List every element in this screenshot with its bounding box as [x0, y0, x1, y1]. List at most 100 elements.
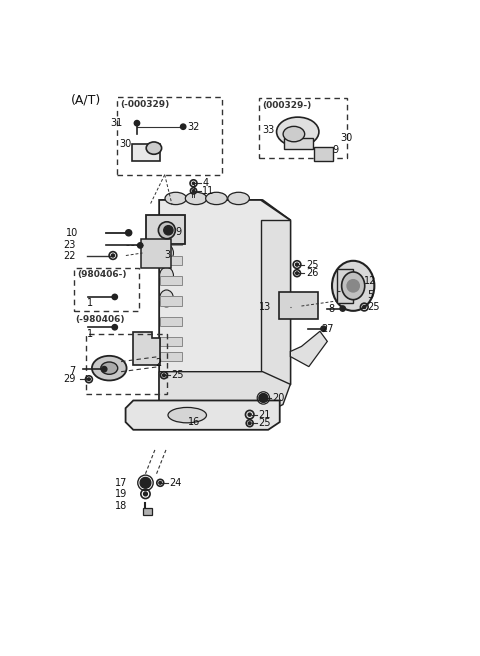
Text: 33: 33: [263, 125, 275, 135]
Circle shape: [112, 325, 118, 330]
Text: 22: 22: [63, 251, 76, 260]
Text: 26: 26: [306, 268, 318, 278]
Text: 29: 29: [63, 375, 75, 384]
Text: 20: 20: [273, 393, 285, 403]
Text: 2: 2: [156, 358, 162, 367]
Circle shape: [248, 422, 251, 424]
Ellipse shape: [276, 117, 319, 146]
Ellipse shape: [205, 192, 227, 205]
Ellipse shape: [168, 407, 206, 423]
FancyBboxPatch shape: [143, 508, 153, 515]
Text: 27: 27: [321, 324, 334, 334]
Text: 10: 10: [66, 228, 78, 237]
Text: 25: 25: [367, 302, 380, 312]
Text: 12: 12: [363, 276, 376, 286]
FancyBboxPatch shape: [160, 236, 182, 245]
Text: (980406-): (980406-): [77, 270, 127, 279]
Circle shape: [101, 367, 107, 372]
FancyBboxPatch shape: [160, 317, 182, 326]
Bar: [86, 334, 167, 394]
Ellipse shape: [165, 192, 187, 205]
Text: (-980406): (-980406): [75, 315, 125, 323]
Text: 32: 32: [187, 122, 199, 132]
FancyBboxPatch shape: [261, 220, 290, 384]
Text: 1: 1: [87, 329, 93, 338]
Text: 24: 24: [169, 478, 181, 488]
Ellipse shape: [92, 356, 127, 380]
Text: 18: 18: [115, 501, 127, 510]
Text: 30: 30: [120, 139, 132, 150]
Text: (000329-): (000329-): [262, 101, 311, 110]
Polygon shape: [133, 333, 160, 365]
Circle shape: [180, 124, 186, 129]
Bar: [74, 268, 139, 311]
Text: 17: 17: [115, 478, 127, 488]
FancyBboxPatch shape: [284, 138, 313, 149]
Circle shape: [112, 295, 118, 300]
Text: 25: 25: [258, 419, 271, 428]
Text: 11: 11: [203, 186, 215, 196]
Ellipse shape: [185, 192, 207, 205]
Circle shape: [192, 182, 195, 184]
Circle shape: [296, 272, 299, 275]
Circle shape: [347, 279, 360, 292]
Text: 13: 13: [259, 302, 271, 312]
Text: 7: 7: [69, 365, 75, 376]
Bar: [118, 97, 222, 174]
Polygon shape: [126, 400, 280, 430]
Text: 5: 5: [367, 290, 373, 300]
Circle shape: [126, 230, 132, 236]
Text: 9: 9: [176, 227, 182, 237]
Text: 31: 31: [110, 118, 122, 128]
Text: (A/T): (A/T): [71, 94, 101, 107]
FancyBboxPatch shape: [146, 215, 184, 244]
Circle shape: [140, 478, 151, 488]
Ellipse shape: [342, 272, 365, 300]
Circle shape: [159, 482, 162, 484]
FancyBboxPatch shape: [336, 269, 353, 304]
Text: 21: 21: [258, 409, 271, 420]
Text: 19: 19: [115, 489, 127, 499]
FancyBboxPatch shape: [160, 297, 182, 306]
FancyBboxPatch shape: [160, 352, 182, 361]
Ellipse shape: [160, 245, 173, 262]
Ellipse shape: [101, 362, 118, 375]
Text: (-000329): (-000329): [120, 100, 170, 109]
Text: 8: 8: [329, 304, 335, 314]
Circle shape: [144, 492, 147, 496]
Circle shape: [87, 378, 90, 380]
Circle shape: [248, 413, 251, 416]
FancyBboxPatch shape: [160, 337, 182, 346]
Text: 16: 16: [188, 417, 200, 427]
Polygon shape: [290, 331, 327, 367]
Ellipse shape: [228, 192, 250, 205]
Text: 25: 25: [306, 260, 318, 270]
Circle shape: [340, 306, 346, 311]
Ellipse shape: [332, 261, 374, 311]
Text: 23: 23: [64, 240, 76, 251]
Circle shape: [259, 394, 268, 402]
Polygon shape: [159, 200, 290, 405]
Ellipse shape: [146, 142, 162, 154]
Circle shape: [164, 226, 173, 235]
FancyBboxPatch shape: [279, 292, 318, 319]
Text: 30: 30: [340, 133, 352, 143]
Circle shape: [259, 394, 268, 402]
Text: 9: 9: [333, 146, 339, 155]
Circle shape: [363, 306, 366, 308]
Text: 1: 1: [87, 298, 93, 308]
Circle shape: [192, 190, 195, 192]
FancyBboxPatch shape: [132, 144, 160, 161]
Bar: [259, 98, 347, 158]
FancyBboxPatch shape: [160, 276, 182, 285]
Text: 3: 3: [164, 249, 170, 260]
Ellipse shape: [158, 222, 175, 239]
Ellipse shape: [160, 290, 173, 307]
Circle shape: [137, 243, 143, 248]
Ellipse shape: [283, 127, 305, 142]
FancyBboxPatch shape: [314, 147, 333, 161]
Circle shape: [296, 263, 299, 266]
Text: 25: 25: [171, 370, 184, 380]
FancyBboxPatch shape: [160, 256, 182, 265]
Text: 4: 4: [203, 178, 208, 188]
